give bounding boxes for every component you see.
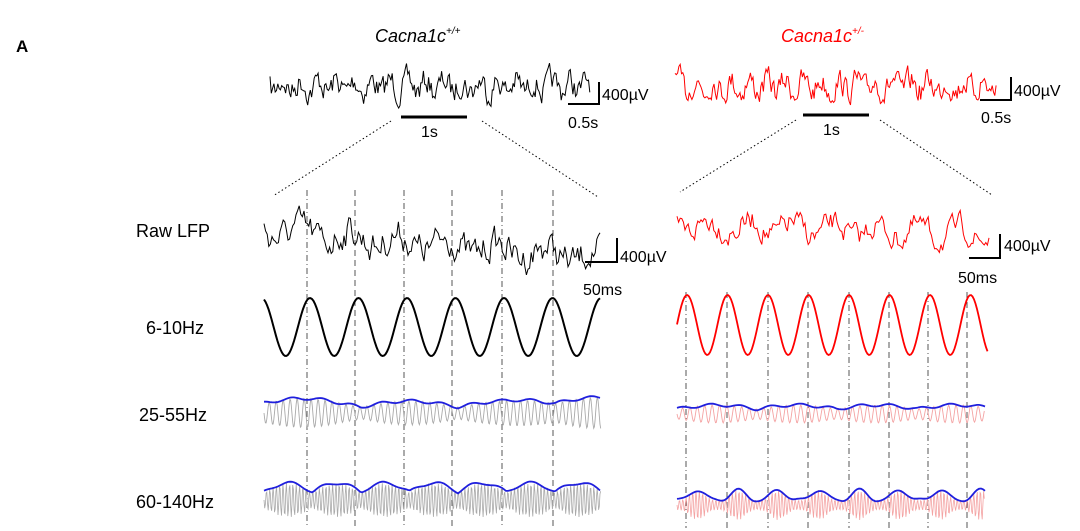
row-label-fast-gamma: 60-140Hz xyxy=(136,492,214,512)
theta-trace-het xyxy=(676,294,989,357)
title-het: Cacna1c+/- xyxy=(781,26,865,46)
fast-gamma-envelope-het xyxy=(676,487,986,503)
slow-gamma-envelope-wt xyxy=(264,395,601,410)
top-trace-het xyxy=(674,62,997,106)
fast-gamma-trace-het xyxy=(676,489,985,521)
fast-gamma-trace-wt xyxy=(263,483,602,518)
top-amp-label-het: 400µV xyxy=(1014,83,1061,100)
zoom-line-right-wt xyxy=(481,120,599,198)
raw-scale-bar-het xyxy=(969,234,1001,259)
zoom-line-left-wt xyxy=(272,120,392,197)
raw-time-label-wt: 50ms xyxy=(583,282,622,299)
fast-gamma-envelope-wt xyxy=(263,480,601,495)
title-wt: Cacna1c+/+ xyxy=(375,26,461,46)
theta-trace-wt xyxy=(263,296,601,358)
raw-amp-label-wt: 400µV xyxy=(620,249,667,266)
raw-amp-label-het: 400µV xyxy=(1004,238,1051,255)
raw-lfp-trace-het xyxy=(676,208,990,254)
top-time-label-wt: 0.5s xyxy=(568,115,598,132)
panel-label: A xyxy=(16,37,28,56)
raw-lfp-trace-wt xyxy=(263,205,601,276)
row-label-slow-gamma: 25-55Hz xyxy=(139,405,207,425)
top-scale-bar-wt xyxy=(568,82,600,105)
top-time-label-het: 0.5s xyxy=(981,110,1011,127)
zoom-line-left-het xyxy=(679,119,797,193)
raw-time-label-het: 50ms xyxy=(958,270,997,287)
top-amp-label-wt: 400µV xyxy=(602,87,649,104)
raw-scale-bar-wt xyxy=(585,238,618,263)
slow-gamma-trace-wt xyxy=(263,396,602,430)
zoom-window-label-wt: 1s xyxy=(421,124,438,141)
slow-gamma-envelope-het xyxy=(676,402,986,412)
top-scale-bar-het xyxy=(980,77,1012,101)
zoom-line-right-het xyxy=(879,119,993,196)
row-label-theta: 6-10Hz xyxy=(146,318,204,338)
row-label-raw-lfp: Raw LFP xyxy=(136,221,210,241)
zoom-window-label-het: 1s xyxy=(823,122,840,139)
top-trace-wt xyxy=(269,63,591,110)
